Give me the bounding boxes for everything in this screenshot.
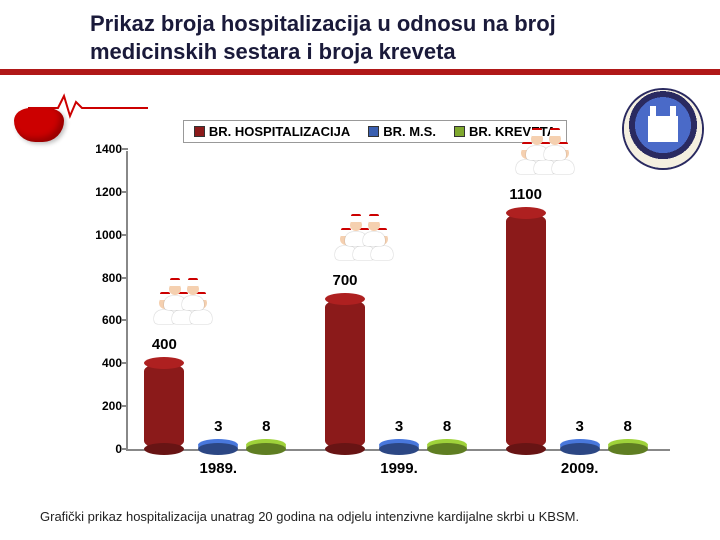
legend-label: BR. M.S.	[383, 124, 436, 139]
nurse-icon	[182, 283, 204, 311]
page-title: Prikaz broja hospitalizacija u odnosu na…	[0, 0, 720, 69]
x-tick-label: 1999.	[380, 460, 418, 477]
value-label: 1100	[509, 186, 542, 203]
y-tick-label: 1200	[82, 185, 122, 199]
y-tick-mark	[122, 148, 128, 150]
x-tick-label: 1989.	[200, 460, 238, 477]
bar-kreveta	[427, 445, 467, 449]
nurse-cluster-icon	[516, 133, 586, 179]
nurse-cluster-icon	[335, 219, 405, 265]
value-label: 400	[152, 336, 177, 353]
nurse-icon	[544, 133, 566, 161]
chart: BR. HOSPITALIZACIJA BR. M.S. BR. KREVETA…	[80, 120, 670, 480]
value-label: 3	[214, 418, 222, 435]
value-label: 8	[262, 418, 270, 435]
bar-hospitalizacija	[144, 363, 184, 449]
legend-item-hospitalizacija: BR. HOSPITALIZACIJA	[194, 124, 350, 139]
x-tick-label: 2009.	[561, 460, 599, 477]
legend-swatch	[368, 126, 379, 137]
value-label: 700	[332, 272, 357, 289]
value-label: 8	[443, 418, 451, 435]
legend-label: BR. HOSPITALIZACIJA	[209, 124, 350, 139]
value-label: 3	[395, 418, 403, 435]
bar-group: 400381989.	[128, 151, 309, 449]
y-tick-label: 600	[82, 313, 122, 327]
title-divider	[0, 69, 720, 75]
bar-kreveta	[608, 445, 648, 449]
value-label: 3	[576, 418, 584, 435]
bar-group: 1100382009.	[489, 151, 670, 449]
nurse-icon	[363, 219, 385, 247]
y-tick-label: 200	[82, 399, 122, 413]
bar-kreveta	[246, 445, 286, 449]
bar-ms	[560, 445, 600, 449]
mouse-heartbeat-decor	[8, 90, 88, 150]
footer-caption: Grafički prikaz hospitalizacija unatrag …	[40, 509, 700, 524]
bar-ms	[379, 445, 419, 449]
bar-ms	[198, 445, 238, 449]
bar-hospitalizacija	[506, 213, 546, 449]
legend: BR. HOSPITALIZACIJA BR. M.S. BR. KREVETA	[183, 120, 567, 143]
y-tick-label: 400	[82, 356, 122, 370]
value-label: 8	[624, 418, 632, 435]
mouse-icon	[14, 108, 64, 142]
y-tick-label: 0	[82, 442, 122, 456]
bar-group: 700381999.	[309, 151, 490, 449]
legend-item-ms: BR. M.S.	[368, 124, 436, 139]
legend-swatch	[454, 126, 465, 137]
bar-hospitalizacija	[325, 299, 365, 449]
y-tick-label: 800	[82, 271, 122, 285]
legend-swatch	[194, 126, 205, 137]
y-tick-label: 1400	[82, 142, 122, 156]
y-tick-label: 1000	[82, 228, 122, 242]
nurse-cluster-icon	[154, 283, 224, 329]
plot-area: 0200400600800100012001400 400381989.7003…	[126, 151, 670, 451]
